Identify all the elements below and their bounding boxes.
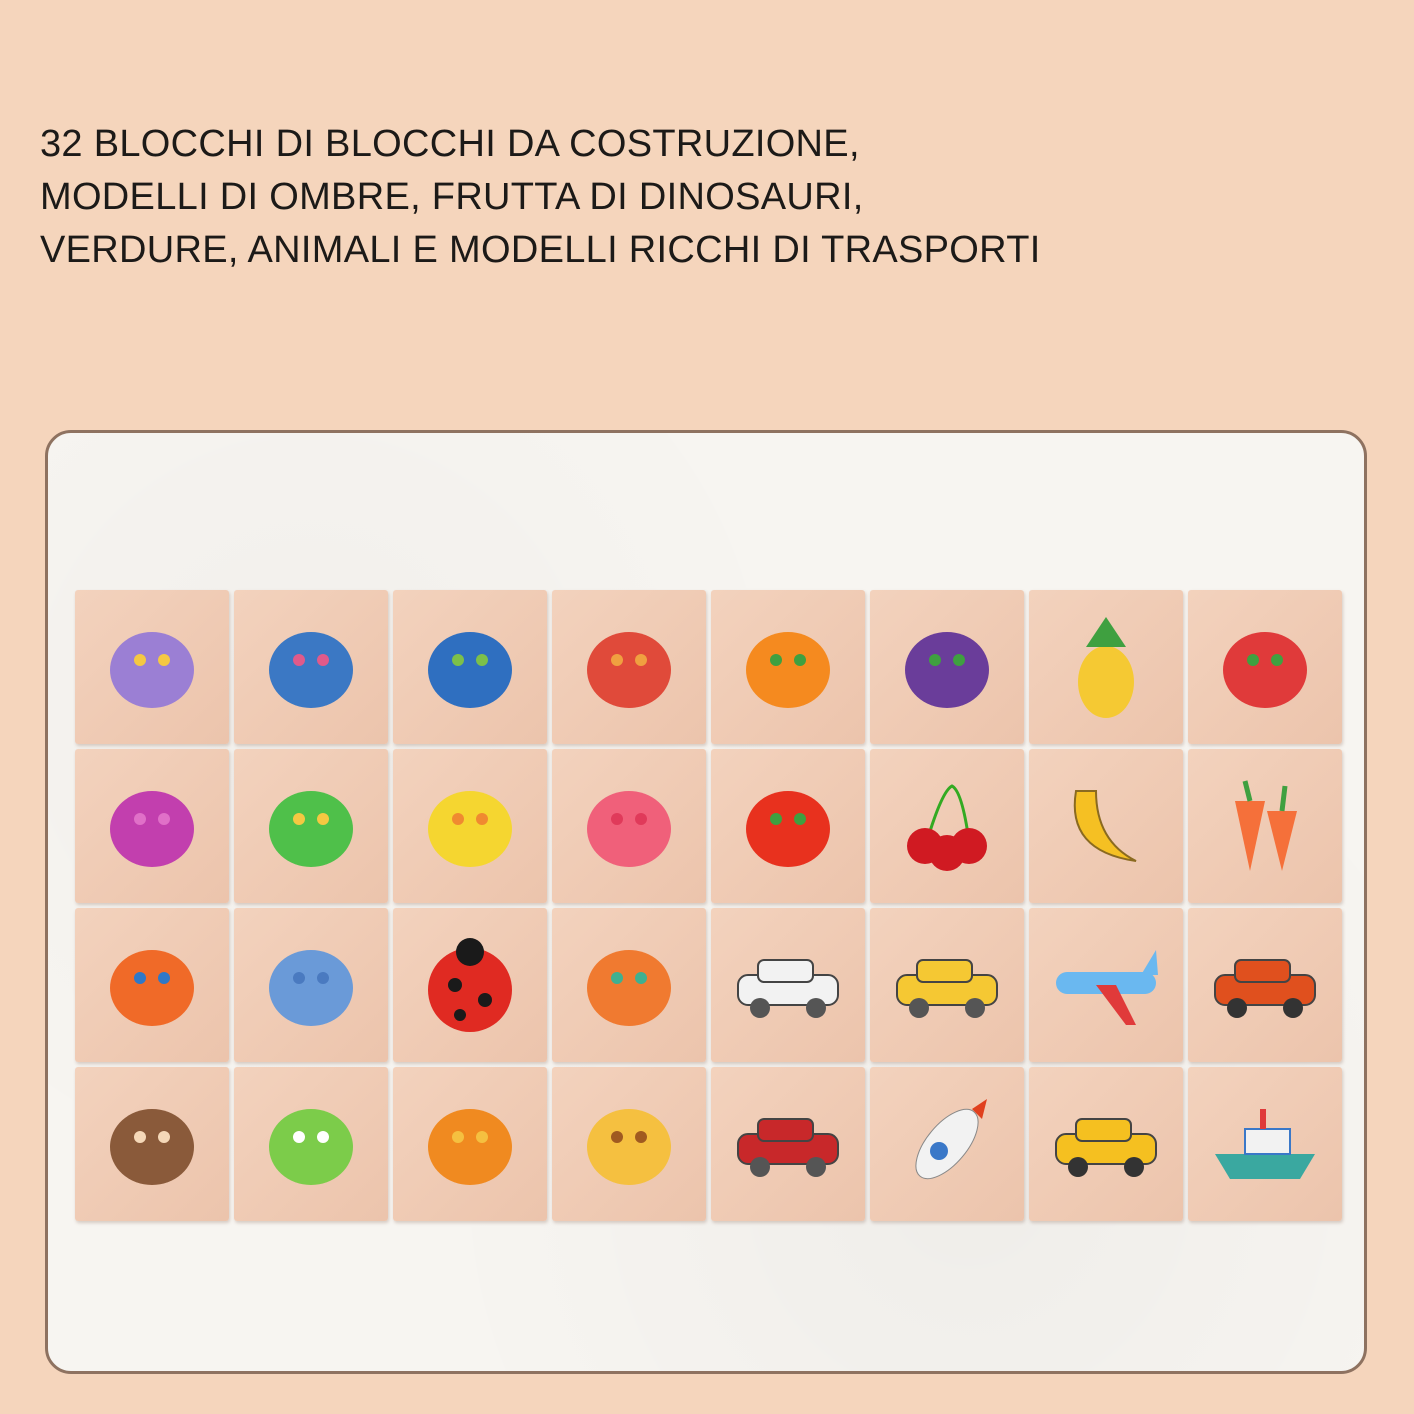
- tile-taxi: [1029, 1067, 1183, 1221]
- suv-icon: [737, 959, 839, 1018]
- tile-giraffe: [552, 1067, 706, 1221]
- yellow-car-icon: [896, 959, 998, 1018]
- tile-grid: [75, 590, 1347, 1221]
- blue-dinosaur-icon: [269, 632, 353, 708]
- tile-strawberry: [1188, 590, 1342, 744]
- rocket-icon: [915, 1099, 987, 1180]
- banana-icon: [1073, 790, 1137, 862]
- headline-line-3: VERDURE, ANIMALI E MODELLI RICCHI DI TRA…: [40, 229, 1041, 271]
- tile-pink-dinosaur: [552, 749, 706, 903]
- tomato-icon: [746, 791, 830, 867]
- pickup-truck-icon: [737, 1118, 839, 1177]
- tile-parasaurolophus: [552, 590, 706, 744]
- tile-tomato: [711, 749, 865, 903]
- giraffe-icon: [587, 1109, 671, 1185]
- headline: 32 BLOCCHI DI BLOCCHI DA COSTRUZIONE, MO…: [40, 118, 1041, 277]
- tile-frog: [234, 1067, 388, 1221]
- t-rex-icon: [428, 632, 512, 708]
- tile-orange: [711, 590, 865, 744]
- ladybug-icon: [428, 938, 512, 1032]
- tile-grapes: [870, 590, 1024, 744]
- tile-pickup-truck: [711, 1067, 865, 1221]
- headline-line-1: 32 BLOCCHI DI BLOCCHI DA COSTRUZIONE,: [40, 123, 860, 165]
- tile-yellow-car: [870, 908, 1024, 1062]
- tile-banana: [1029, 749, 1183, 903]
- grapes-icon: [905, 632, 989, 708]
- tile-ladybug: [393, 908, 547, 1062]
- elephant-icon: [269, 950, 353, 1026]
- tile-carrot: [1188, 749, 1342, 903]
- frog-icon: [269, 1109, 353, 1185]
- pink-dinosaur-icon: [587, 791, 671, 867]
- tile-lion: [393, 1067, 547, 1221]
- strawberry-icon: [1223, 632, 1307, 708]
- airplane-icon: [1056, 950, 1158, 1025]
- headline-line-2: MODELLI DI OMBRE, FRUTTA DI DINOSAURI,: [40, 176, 864, 218]
- pineapple-icon: [1078, 617, 1134, 718]
- orange-icon: [746, 632, 830, 708]
- lion-icon: [428, 1109, 512, 1185]
- boat-icon: [1215, 1109, 1315, 1179]
- tile-fox: [552, 908, 706, 1062]
- tile-sports-car: [1188, 908, 1342, 1062]
- triceratops-icon: [110, 632, 194, 708]
- tile-owl: [75, 908, 229, 1062]
- tile-pineapple: [1029, 590, 1183, 744]
- parasaurolophus-icon: [587, 632, 671, 708]
- tile-blue-dinosaur: [234, 590, 388, 744]
- tile-airplane: [1029, 908, 1183, 1062]
- taxi-icon: [1055, 1118, 1157, 1177]
- tile-cherries: [870, 749, 1024, 903]
- tile-boat: [1188, 1067, 1342, 1221]
- pterodactyl-icon: [269, 791, 353, 867]
- brontosaurus-icon: [110, 791, 194, 867]
- tile-yellow-dinosaur: [393, 749, 547, 903]
- cherries-icon: [907, 784, 987, 871]
- sports-car-icon: [1214, 959, 1316, 1018]
- owl-icon: [110, 950, 194, 1026]
- monkey-icon: [110, 1109, 194, 1185]
- tile-pterodactyl: [234, 749, 388, 903]
- tile-elephant: [234, 908, 388, 1062]
- tile-t-rex: [393, 590, 547, 744]
- fox-icon: [587, 950, 671, 1026]
- tile-triceratops: [75, 590, 229, 744]
- yellow-dinosaur-icon: [428, 791, 512, 867]
- carrot-icon: [1235, 780, 1297, 871]
- tile-monkey: [75, 1067, 229, 1221]
- tile-brontosaurus: [75, 749, 229, 903]
- tile-rocket: [870, 1067, 1024, 1221]
- tile-suv: [711, 908, 865, 1062]
